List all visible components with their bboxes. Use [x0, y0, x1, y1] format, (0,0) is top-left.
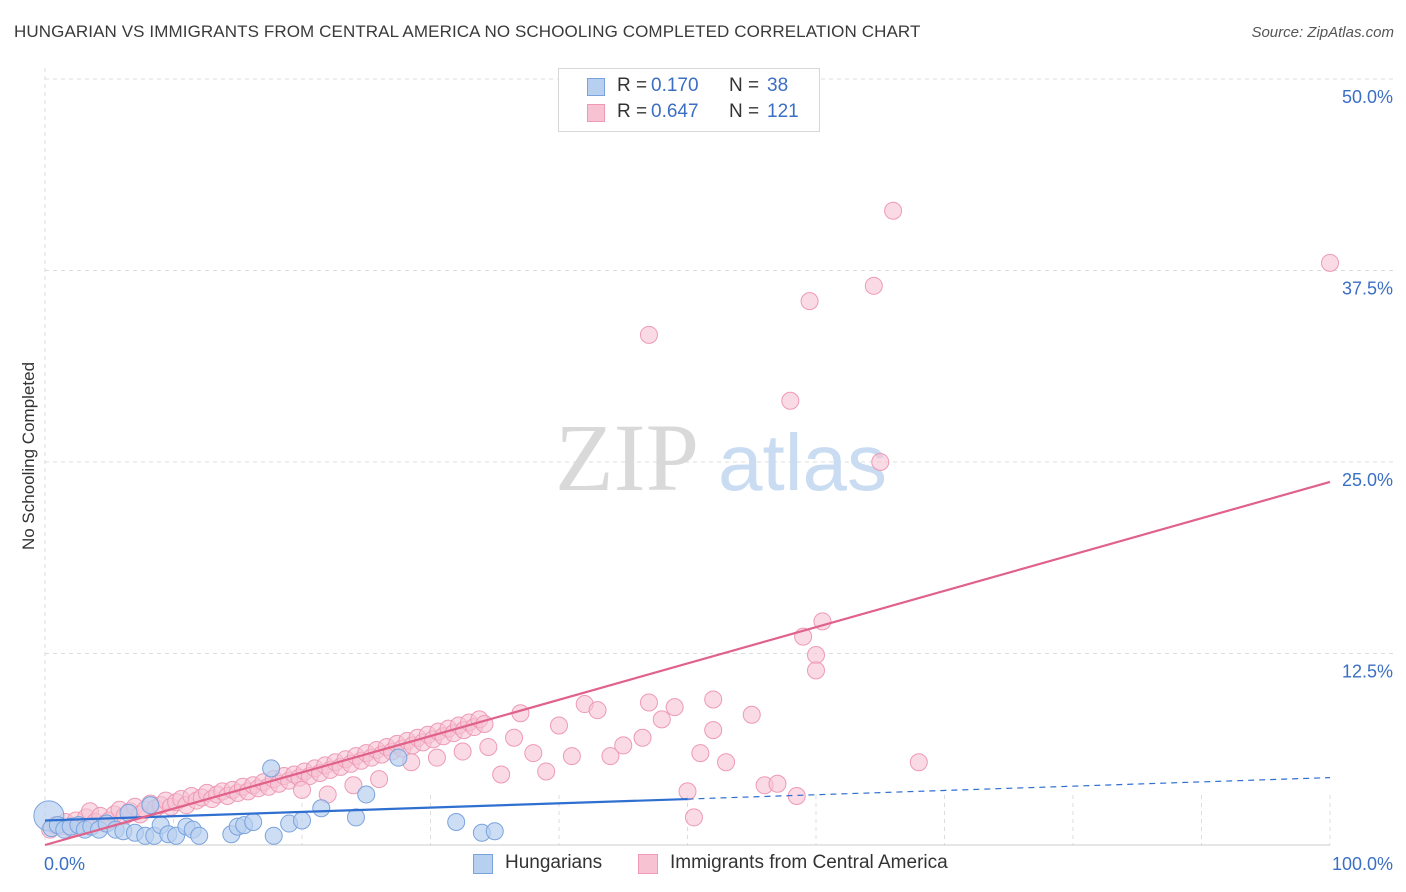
data-point-immigrants — [884, 201, 903, 220]
n-value: 38 — [767, 75, 789, 96]
data-point-hungarians — [264, 826, 283, 845]
data-point-immigrants — [800, 292, 819, 311]
data-point-immigrants — [492, 765, 511, 784]
data-point-immigrants — [479, 737, 498, 756]
data-point-immigrants — [633, 728, 652, 747]
data-point-hungarians — [190, 826, 209, 845]
data-point-hungarians — [141, 796, 160, 815]
data-point-immigrants — [588, 701, 607, 720]
watermark: ZIP atlas — [555, 404, 887, 511]
chart-title: HUNGARIAN VS IMMIGRANTS FROM CENTRAL AME… — [14, 22, 921, 41]
watermark-atlas: atlas — [718, 418, 887, 507]
data-point-immigrants — [1321, 253, 1339, 272]
trend-line-hungarians — [44, 797, 688, 822]
data-point-immigrants — [768, 774, 787, 793]
data-point-hungarians — [244, 813, 263, 832]
data-point-immigrants — [453, 742, 472, 761]
y-tick-label: 50.0% — [1342, 87, 1393, 107]
legend-swatch-blue — [587, 78, 605, 96]
data-point-immigrants — [909, 753, 928, 772]
data-point-hungarians — [485, 822, 504, 841]
data-point-hungarians — [293, 811, 311, 830]
data-point-immigrants — [665, 698, 684, 717]
data-point-immigrants — [864, 276, 883, 295]
n-label: N = — [729, 75, 760, 96]
data-point-hungarians — [346, 808, 365, 827]
n-label: N = — [729, 101, 760, 122]
data-point-immigrants — [524, 744, 543, 763]
y-tick-label: 25.0% — [1342, 470, 1393, 490]
data-point-immigrants — [639, 693, 658, 712]
correlation-legend: R = 0.170 N = 38 R = 0.647 N = 121 — [558, 68, 820, 132]
y-tick-label: 12.5% — [1342, 662, 1393, 682]
data-point-immigrants — [807, 661, 825, 680]
axes — [44, 68, 1330, 846]
y-tick-label: 37.5% — [1342, 279, 1393, 299]
series-immigrants-points — [41, 201, 1339, 839]
legend-swatch-blue — [473, 854, 493, 874]
data-point-immigrants — [684, 808, 703, 827]
tick-labels: 12.5% 25.0% 37.5% 50.0% 0.0% 100.0% — [44, 87, 1393, 874]
data-point-immigrants — [652, 710, 671, 729]
data-point-immigrants — [550, 716, 568, 735]
series-hungarians-points — [33, 748, 504, 845]
x-tick-label: 100.0% — [1332, 854, 1393, 874]
trend-lines — [44, 480, 1331, 847]
data-point-immigrants — [601, 747, 620, 766]
data-point-immigrants — [742, 705, 761, 724]
data-point-hungarians — [389, 748, 408, 767]
r-label: R = — [617, 101, 648, 122]
data-point-immigrants — [781, 391, 800, 410]
data-point-hungarians — [357, 785, 376, 804]
legend-label: Hungarians — [505, 852, 603, 873]
trend-line-hungarians-extrapolated — [687, 776, 1331, 800]
data-point-immigrants — [691, 744, 710, 763]
trend-line-immigrants — [44, 480, 1331, 847]
data-point-hungarians — [312, 799, 331, 818]
data-point-immigrants — [370, 770, 389, 789]
legend-swatch-pink — [587, 104, 605, 122]
data-point-immigrants — [704, 721, 723, 740]
y-axis-label: No Schooling Completed — [19, 362, 38, 550]
data-point-immigrants — [871, 453, 890, 471]
data-point-hungarians — [447, 813, 466, 832]
r-value: 0.647 — [651, 101, 699, 122]
data-point-immigrants — [505, 728, 524, 747]
r-label: R = — [617, 75, 648, 96]
data-point-immigrants — [427, 748, 446, 767]
data-point-immigrants — [704, 690, 723, 709]
data-point-immigrants — [293, 780, 311, 799]
legend-swatch-pink — [638, 854, 658, 874]
data-point-immigrants — [717, 753, 736, 772]
watermark-zip: ZIP — [555, 404, 699, 511]
x-tick-label: 0.0% — [44, 854, 85, 874]
grid-lines — [45, 78, 1393, 845]
data-point-immigrants — [537, 762, 556, 781]
data-point-hungarians — [262, 759, 281, 778]
data-point-immigrants — [807, 646, 825, 665]
source-label: Source: ZipAtlas.com — [1251, 24, 1394, 41]
data-point-immigrants — [639, 325, 658, 344]
data-point-immigrants — [614, 736, 633, 755]
n-value: 121 — [767, 101, 799, 122]
data-point-immigrants — [562, 747, 581, 766]
data-point-immigrants — [344, 776, 363, 795]
data-point-immigrants — [678, 782, 697, 801]
legend-label: Immigrants from Central America — [670, 852, 948, 873]
r-value: 0.170 — [651, 75, 699, 96]
